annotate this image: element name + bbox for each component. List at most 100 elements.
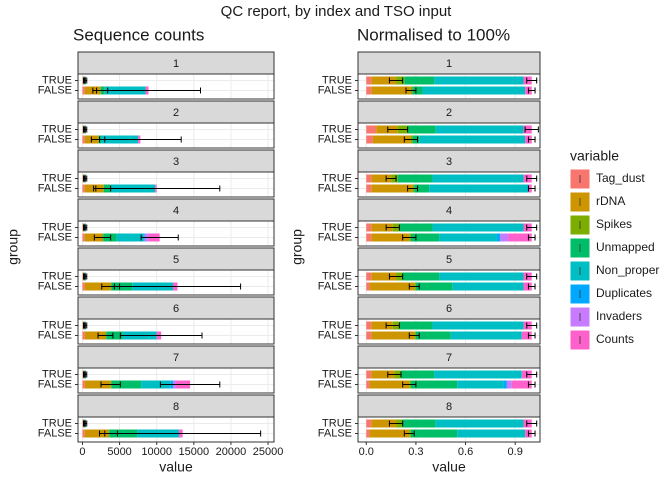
bar-segment [399, 223, 433, 232]
facet-label: 1 [446, 58, 452, 70]
bar-segment [415, 331, 451, 340]
bar-segment [371, 174, 392, 183]
bar-segment [410, 380, 458, 389]
panel-border [77, 122, 275, 149]
y-tick-label: FALSE [318, 329, 352, 341]
panel-border [357, 171, 541, 198]
bar-segment [82, 282, 85, 291]
error-bar [84, 175, 88, 182]
error-bar [407, 185, 419, 192]
error-bar [84, 322, 88, 329]
panel-border [77, 220, 275, 247]
bar-segment [414, 184, 430, 193]
y-tick-label: TRUE [42, 172, 72, 184]
x-tick-label: 25000 [253, 446, 284, 458]
facet-label: 6 [173, 303, 179, 315]
bar-segment [371, 223, 393, 232]
legend-label: Duplicates [596, 286, 652, 300]
y-tick-label: FALSE [38, 427, 72, 439]
error-bar [526, 371, 538, 378]
y-tick-label: FALSE [318, 280, 352, 292]
facet-label: 3 [446, 156, 452, 168]
x-tick-label: 20000 [216, 446, 247, 458]
bar-segment [82, 86, 85, 95]
panel-border [357, 269, 541, 296]
error-bar [140, 234, 179, 241]
error-bar [82, 126, 85, 133]
error-bar [82, 420, 85, 427]
y-tick-label: FALSE [318, 378, 352, 390]
bar-segment [402, 419, 436, 428]
error-bar [385, 224, 400, 231]
error-bar [527, 185, 536, 192]
y-tick-label: TRUE [42, 123, 72, 135]
error-bar [84, 77, 88, 84]
y-tick-label: TRUE [322, 172, 352, 184]
y-tick-label: TRUE [322, 74, 352, 86]
bar-segment [434, 370, 522, 379]
x-tick-label: 10000 [141, 446, 172, 458]
error-bar [524, 126, 539, 133]
main-title: QC report, by index and TSO input [221, 3, 453, 20]
error-bar [527, 381, 536, 388]
y-tick-label: TRUE [42, 74, 72, 86]
y-tick-label: TRUE [322, 319, 352, 331]
panel-border [357, 416, 541, 443]
bar-segment [422, 86, 526, 95]
bar-segment [82, 184, 85, 193]
facet-label: 7 [446, 352, 452, 364]
bar-segment [371, 233, 410, 242]
error-bar [385, 322, 400, 329]
y-tick-label: FALSE [318, 231, 352, 243]
x-tick-label: 0.9 [508, 446, 523, 458]
panel-border [357, 73, 541, 100]
legend-label: Invaders [596, 309, 642, 323]
y-tick-label: TRUE [42, 368, 72, 380]
facet-label: 2 [173, 107, 179, 119]
bar-segment [111, 380, 142, 389]
error-bar [388, 273, 404, 280]
bar-segment [407, 125, 436, 134]
y-tick-label: FALSE [318, 84, 352, 96]
y-tick-label: FALSE [38, 133, 72, 145]
bar-segment [141, 380, 171, 389]
error-bar [526, 322, 538, 329]
bar-segment [366, 331, 372, 340]
error-bar [82, 273, 85, 280]
y-tick-label: TRUE [322, 368, 352, 380]
y-tick-label: FALSE [318, 182, 352, 194]
error-bar [527, 136, 536, 143]
bar-segment [439, 233, 497, 242]
bar-segment [366, 282, 370, 291]
bar-segment [371, 321, 393, 330]
error-bar [100, 381, 121, 388]
bar-segment [402, 272, 440, 281]
error-bar [84, 371, 88, 378]
bar-segment [410, 233, 440, 242]
bar-segment [371, 76, 397, 85]
bar-segment [432, 223, 524, 232]
bar-segment [84, 282, 111, 291]
legend-label: rDNA [596, 194, 625, 208]
y-tick-label: TRUE [322, 270, 352, 282]
bar-segment [366, 370, 372, 379]
bar-segment [452, 282, 524, 291]
y-tick-label: TRUE [42, 270, 72, 282]
panel-border [77, 73, 275, 100]
bar-segment [84, 429, 109, 438]
y-tick-label: TRUE [322, 417, 352, 429]
y-tick-label: FALSE [38, 84, 72, 96]
x-tick-label: 15000 [179, 446, 210, 458]
bar-segment [366, 429, 370, 438]
x-tick-label: 0.0 [359, 446, 374, 458]
bar-segment [371, 331, 415, 340]
bar-segment [457, 380, 504, 389]
bar-segment [432, 174, 524, 183]
error-bar [387, 126, 409, 133]
error-bar [403, 136, 419, 143]
error-bar [526, 420, 538, 427]
facet-label: 5 [446, 254, 452, 266]
y-tick-label: TRUE [42, 221, 72, 233]
y-tick-label: FALSE [38, 231, 72, 243]
error-bar [403, 430, 415, 437]
